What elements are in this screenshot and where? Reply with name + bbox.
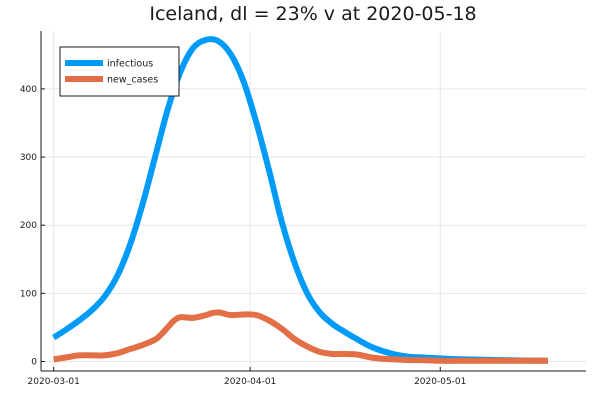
series-line-new-cases [53, 309, 548, 364]
y-tick-label: 400 [20, 85, 37, 95]
x-tick-label: 2020-03-01 [28, 377, 80, 387]
axes: 0 100 200 300 400 2020-03-01 2020-04-01 2020-05… [20, 31, 586, 387]
legend: infectious new_cases [59, 46, 180, 97]
plot-series [52, 36, 549, 364]
x-tick-label: 2020-05-01 [414, 377, 466, 387]
legend-box [59, 46, 180, 97]
y-tick-label: 300 [20, 153, 37, 163]
x-tick-label: 2020-04-01 [224, 377, 276, 387]
legend-label: infectious [107, 59, 153, 70]
chart-title: Iceland, dl = 23% v at 2020-05-18 [149, 3, 476, 25]
y-tick-label: 200 [20, 221, 37, 231]
legend-label: new_cases [107, 75, 158, 86]
y-tick-label: 0 [31, 357, 37, 367]
y-tick-label: 100 [20, 289, 37, 299]
